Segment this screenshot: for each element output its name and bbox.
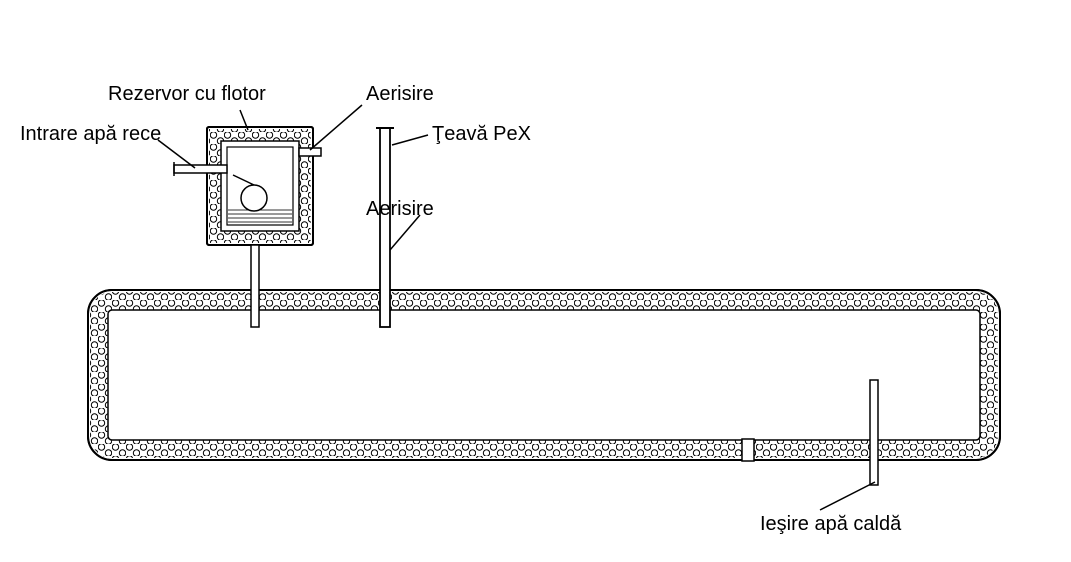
label-cold-in: Intrare apă rece: [20, 123, 161, 145]
label-vent2: Aerisire: [366, 198, 434, 220]
label-vent1: Aerisire: [366, 83, 434, 105]
label-reservoir: Rezervor cu flotor: [108, 83, 266, 105]
reservoir-downpipe: [251, 245, 259, 327]
hot-outlet-pipe: [870, 380, 878, 485]
label-pex: Ţeavă PeX: [432, 123, 531, 145]
label-hot-out: Ieşire apă caldă: [760, 513, 902, 535]
diagram-canvas: Rezervor cu flotor Intrare apă rece Aeri…: [0, 0, 1071, 562]
float-ball: [241, 185, 267, 211]
tank: [88, 290, 1000, 485]
